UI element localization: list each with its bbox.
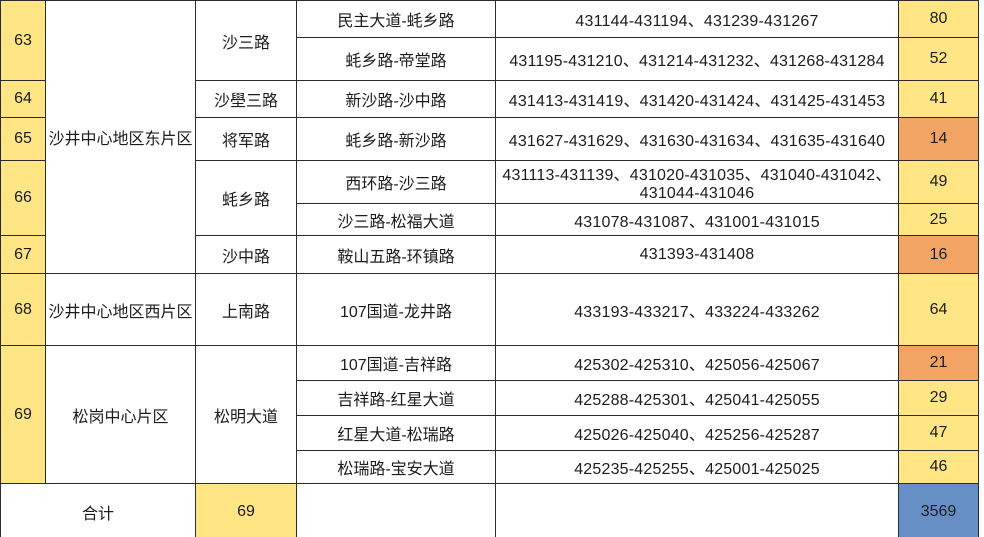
table-row: 66 蚝乡路 西环路-沙三路 431113-431139、431020-4310…	[0, 160, 979, 236]
count-cell: 64	[898, 273, 979, 346]
ranges-cell: 431627-431629、431630-431634、431635-43164…	[495, 117, 899, 161]
area-cell: 沙井中心地区西片区	[45, 273, 196, 346]
ranges-cell: 425302-425310、425056-425067	[495, 345, 899, 381]
table-row: 69 松岗中心片区 松明大道 107国道-吉祥路 425302-425310、4…	[0, 345, 979, 484]
total-row: 合计 69 3569	[0, 483, 979, 537]
total-section-blank-cell	[296, 483, 496, 537]
ranges-cell: 425235-425255、425001-425025	[495, 450, 899, 484]
count-cell: 25	[898, 203, 979, 236]
section-cell: 107国道-龙井路	[296, 273, 496, 346]
row-number-cell: 63	[0, 0, 46, 81]
ranges-cell: 431195-431210、431214-431232、431268-43128…	[495, 37, 899, 81]
ranges-cell: 431144-431194、431239-431267	[495, 0, 899, 38]
section-cell: 107国道-吉祥路	[296, 345, 496, 381]
grand-total-cell: 3569	[898, 483, 979, 537]
section-cell: 西环路-沙三路	[296, 160, 496, 204]
ranges-cell: 425288-425301、425041-425055	[495, 380, 899, 416]
section-cell: 沙三路-松福大道	[296, 203, 496, 236]
road-cell: 蚝乡路	[195, 160, 297, 236]
count-cell: 80	[898, 0, 979, 38]
row-number-cell: 65	[0, 117, 46, 161]
row-number-cell: 68	[0, 273, 46, 346]
total-ranges-blank-cell	[495, 483, 899, 537]
table-row: 64 沙壆三路 新沙路-沙中路 431413-431419、431420-431…	[0, 80, 979, 118]
ranges-cell: 431078-431087、431001-431015	[495, 203, 899, 236]
section-cell: 蚝乡路-帝堂路	[296, 37, 496, 81]
road-cell: 沙壆三路	[195, 80, 297, 118]
table-row: 红星大道-松瑞路 425026-425040、425256-425287 47	[1, 415, 979, 451]
count-cell: 21	[898, 345, 979, 381]
count-cell: 47	[898, 415, 979, 451]
row-number-cell: 67	[0, 235, 46, 274]
ranges-cell: 431413-431419、431420-431424、431425-43145…	[495, 80, 899, 118]
count-cell: 29	[898, 380, 979, 416]
section-cell: 蚝乡路-新沙路	[296, 117, 496, 161]
row-number-cell: 66	[0, 160, 46, 236]
section-cell: 吉祥路-红星大道	[296, 380, 496, 416]
table-row: 蚝乡路-帝堂路 431195-431210、431214-431232、4312…	[1, 37, 979, 81]
table-row: 68 沙井中心地区西片区 上南路 107国道-龙井路 433193-433217…	[0, 273, 979, 346]
area-cell: 沙井中心地区东片区	[45, 0, 196, 274]
count-cell: 52	[898, 37, 979, 81]
road-cell: 沙中路	[195, 235, 297, 274]
ranges-cell: 431113-431139、431020-431035、431040-43104…	[495, 160, 899, 204]
total-road-count-cell: 69	[195, 483, 297, 537]
count-cell: 14	[898, 117, 979, 161]
section-cell: 民主大道-蚝乡路	[296, 0, 496, 38]
count-cell: 49	[898, 160, 979, 204]
road-cell: 松明大道	[195, 345, 297, 484]
table-row: 63 沙井中心地区东片区 沙三路 民主大道-蚝乡路 431144-431194、…	[0, 0, 979, 274]
count-cell: 46	[898, 450, 979, 484]
count-cell: 41	[898, 80, 979, 118]
section-cell: 红星大道-松瑞路	[296, 415, 496, 451]
ranges-cell: 433193-433217、433224-433262	[495, 273, 899, 346]
road-cell: 将军路	[195, 117, 297, 161]
row-number-cell: 69	[0, 345, 46, 484]
table-row: 65 将军路 蚝乡路-新沙路 431627-431629、431630-4316…	[0, 117, 979, 161]
road-cell: 沙三路	[195, 0, 297, 81]
table-row: 松瑞路-宝安大道 425235-425255、425001-425025 46	[1, 450, 979, 484]
row-number-cell: 64	[0, 80, 46, 118]
section-cell: 鞍山五路-环镇路	[296, 235, 496, 274]
table-row: 沙三路-松福大道 431078-431087、431001-431015 25	[1, 203, 979, 236]
road-cell: 上南路	[195, 273, 297, 346]
total-label-cell: 合计	[0, 483, 196, 537]
ranges-cell: 431393-431408	[495, 235, 899, 274]
area-cell: 松岗中心片区	[45, 345, 196, 484]
table-row: 吉祥路-红星大道 425288-425301、425041-425055 29	[1, 380, 979, 416]
table-row: 67 沙中路 鞍山五路-环镇路 431393-431408 16	[0, 235, 979, 274]
section-cell: 松瑞路-宝安大道	[296, 450, 496, 484]
section-cell: 新沙路-沙中路	[296, 80, 496, 118]
count-cell: 16	[898, 235, 979, 274]
ranges-cell: 425026-425040、425256-425287	[495, 415, 899, 451]
